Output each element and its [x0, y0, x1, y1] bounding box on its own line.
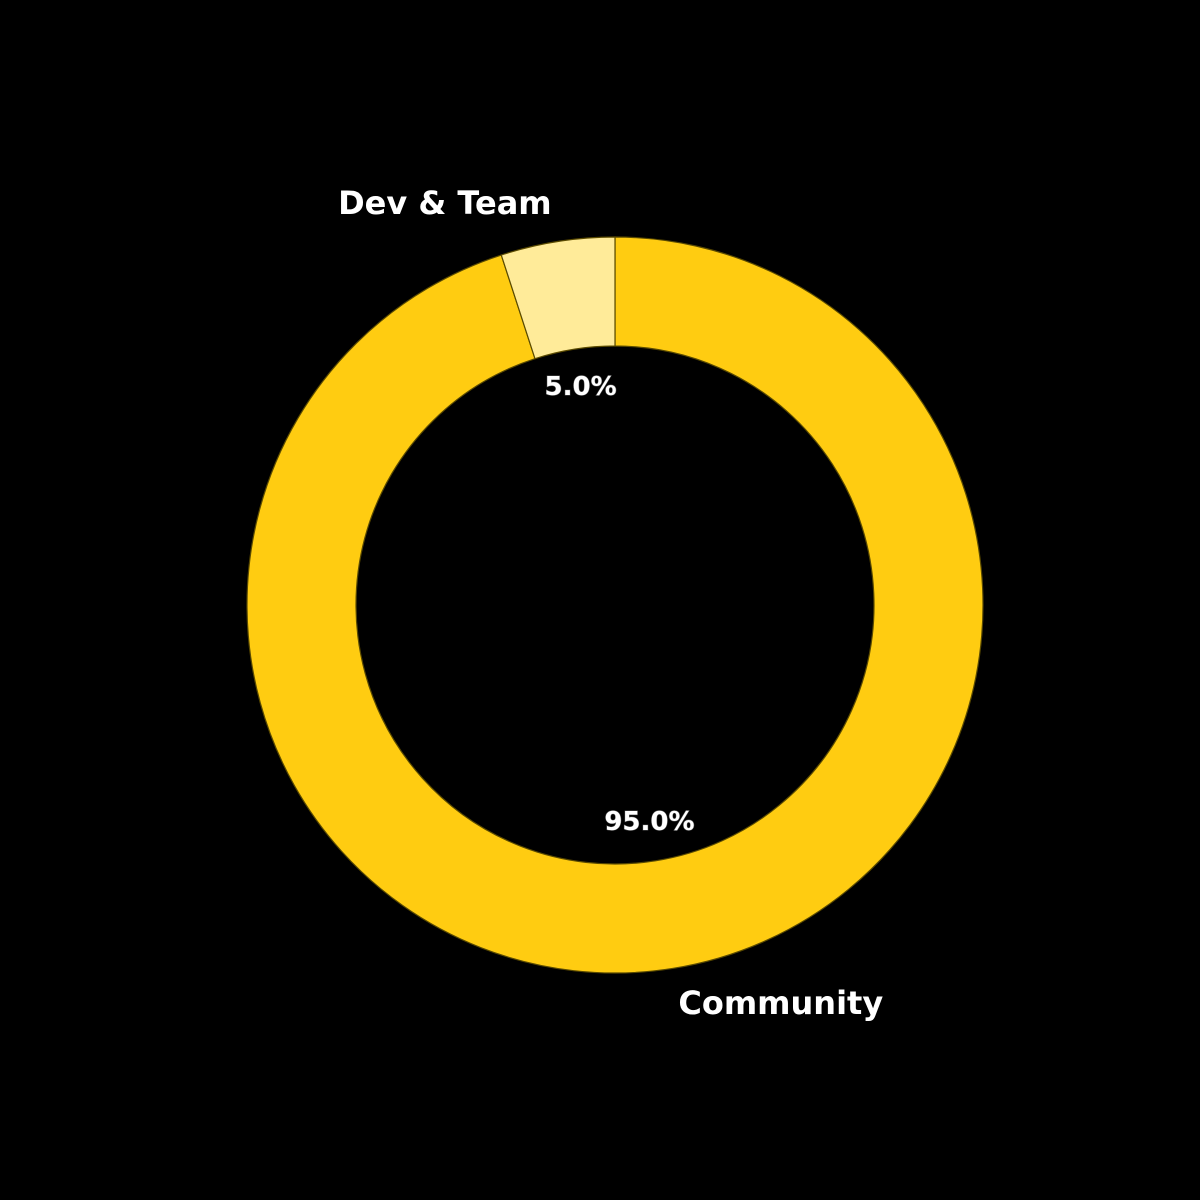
slice-label-dev-team: Dev & Team	[338, 184, 552, 222]
slice-community	[246, 236, 984, 974]
slices-layer	[246, 236, 984, 974]
pct-label-community: 95.0%	[604, 807, 694, 837]
pct-label-dev-team: 5.0%	[545, 372, 617, 402]
slice-dev-team	[500, 236, 616, 360]
labels-layer: Community 95.0% Dev & Team 5.0%	[338, 184, 883, 1022]
slice-label-community: Community	[678, 984, 883, 1022]
